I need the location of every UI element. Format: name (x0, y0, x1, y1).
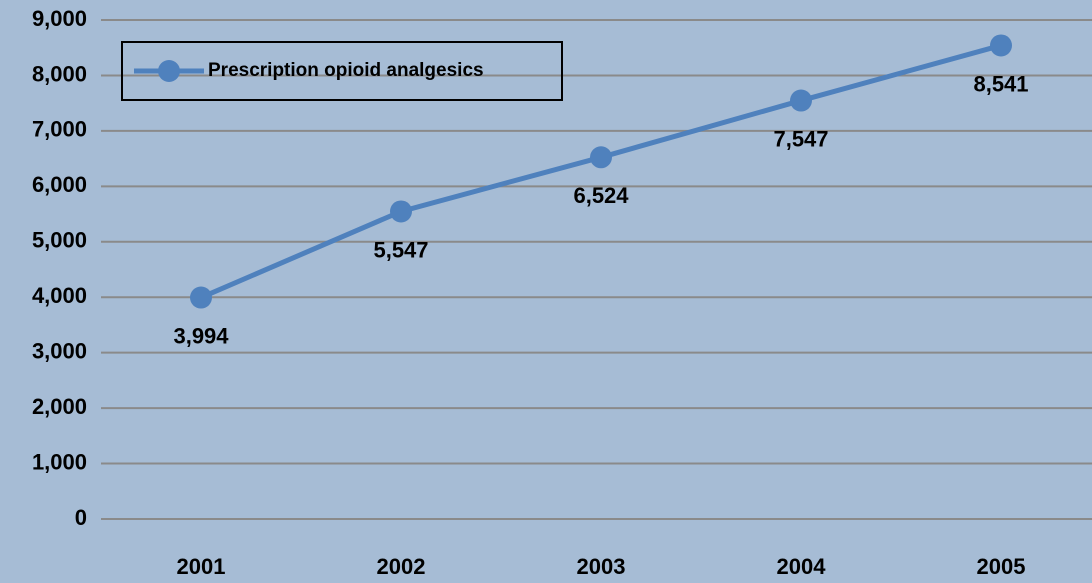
y-tick-label: 6,000 (32, 172, 87, 197)
x-tick-label: 2004 (777, 554, 827, 579)
y-tick-label: 0 (75, 505, 87, 530)
data-label: 5,547 (373, 237, 428, 262)
data-label: 3,994 (173, 323, 229, 348)
y-tick-label: 2,000 (32, 394, 87, 419)
y-tick-label: 4,000 (32, 283, 87, 308)
y-tick-label: 5,000 (32, 228, 87, 253)
y-tick-label: 9,000 (32, 6, 87, 31)
data-label: 8,541 (973, 71, 1028, 96)
data-label: 7,547 (773, 126, 828, 151)
y-tick-label: 8,000 (32, 61, 87, 86)
x-tick-label: 2001 (177, 554, 226, 579)
legend-marker (158, 60, 180, 82)
legend-box (121, 41, 563, 101)
data-point (790, 89, 812, 112)
y-tick-label: 3,000 (32, 338, 87, 363)
data-point (590, 146, 612, 169)
data-point (990, 34, 1012, 57)
data-point (190, 286, 212, 309)
data-point (390, 200, 412, 223)
x-tick-label: 2005 (977, 554, 1026, 579)
x-tick-label: 2003 (577, 554, 626, 579)
legend-label: Prescription opioid analgesics (208, 60, 484, 81)
y-tick-label: 7,000 (32, 117, 87, 142)
data-label: 6,524 (573, 183, 629, 208)
y-tick-label: 1,000 (32, 449, 87, 474)
x-tick-label: 2002 (377, 554, 426, 579)
